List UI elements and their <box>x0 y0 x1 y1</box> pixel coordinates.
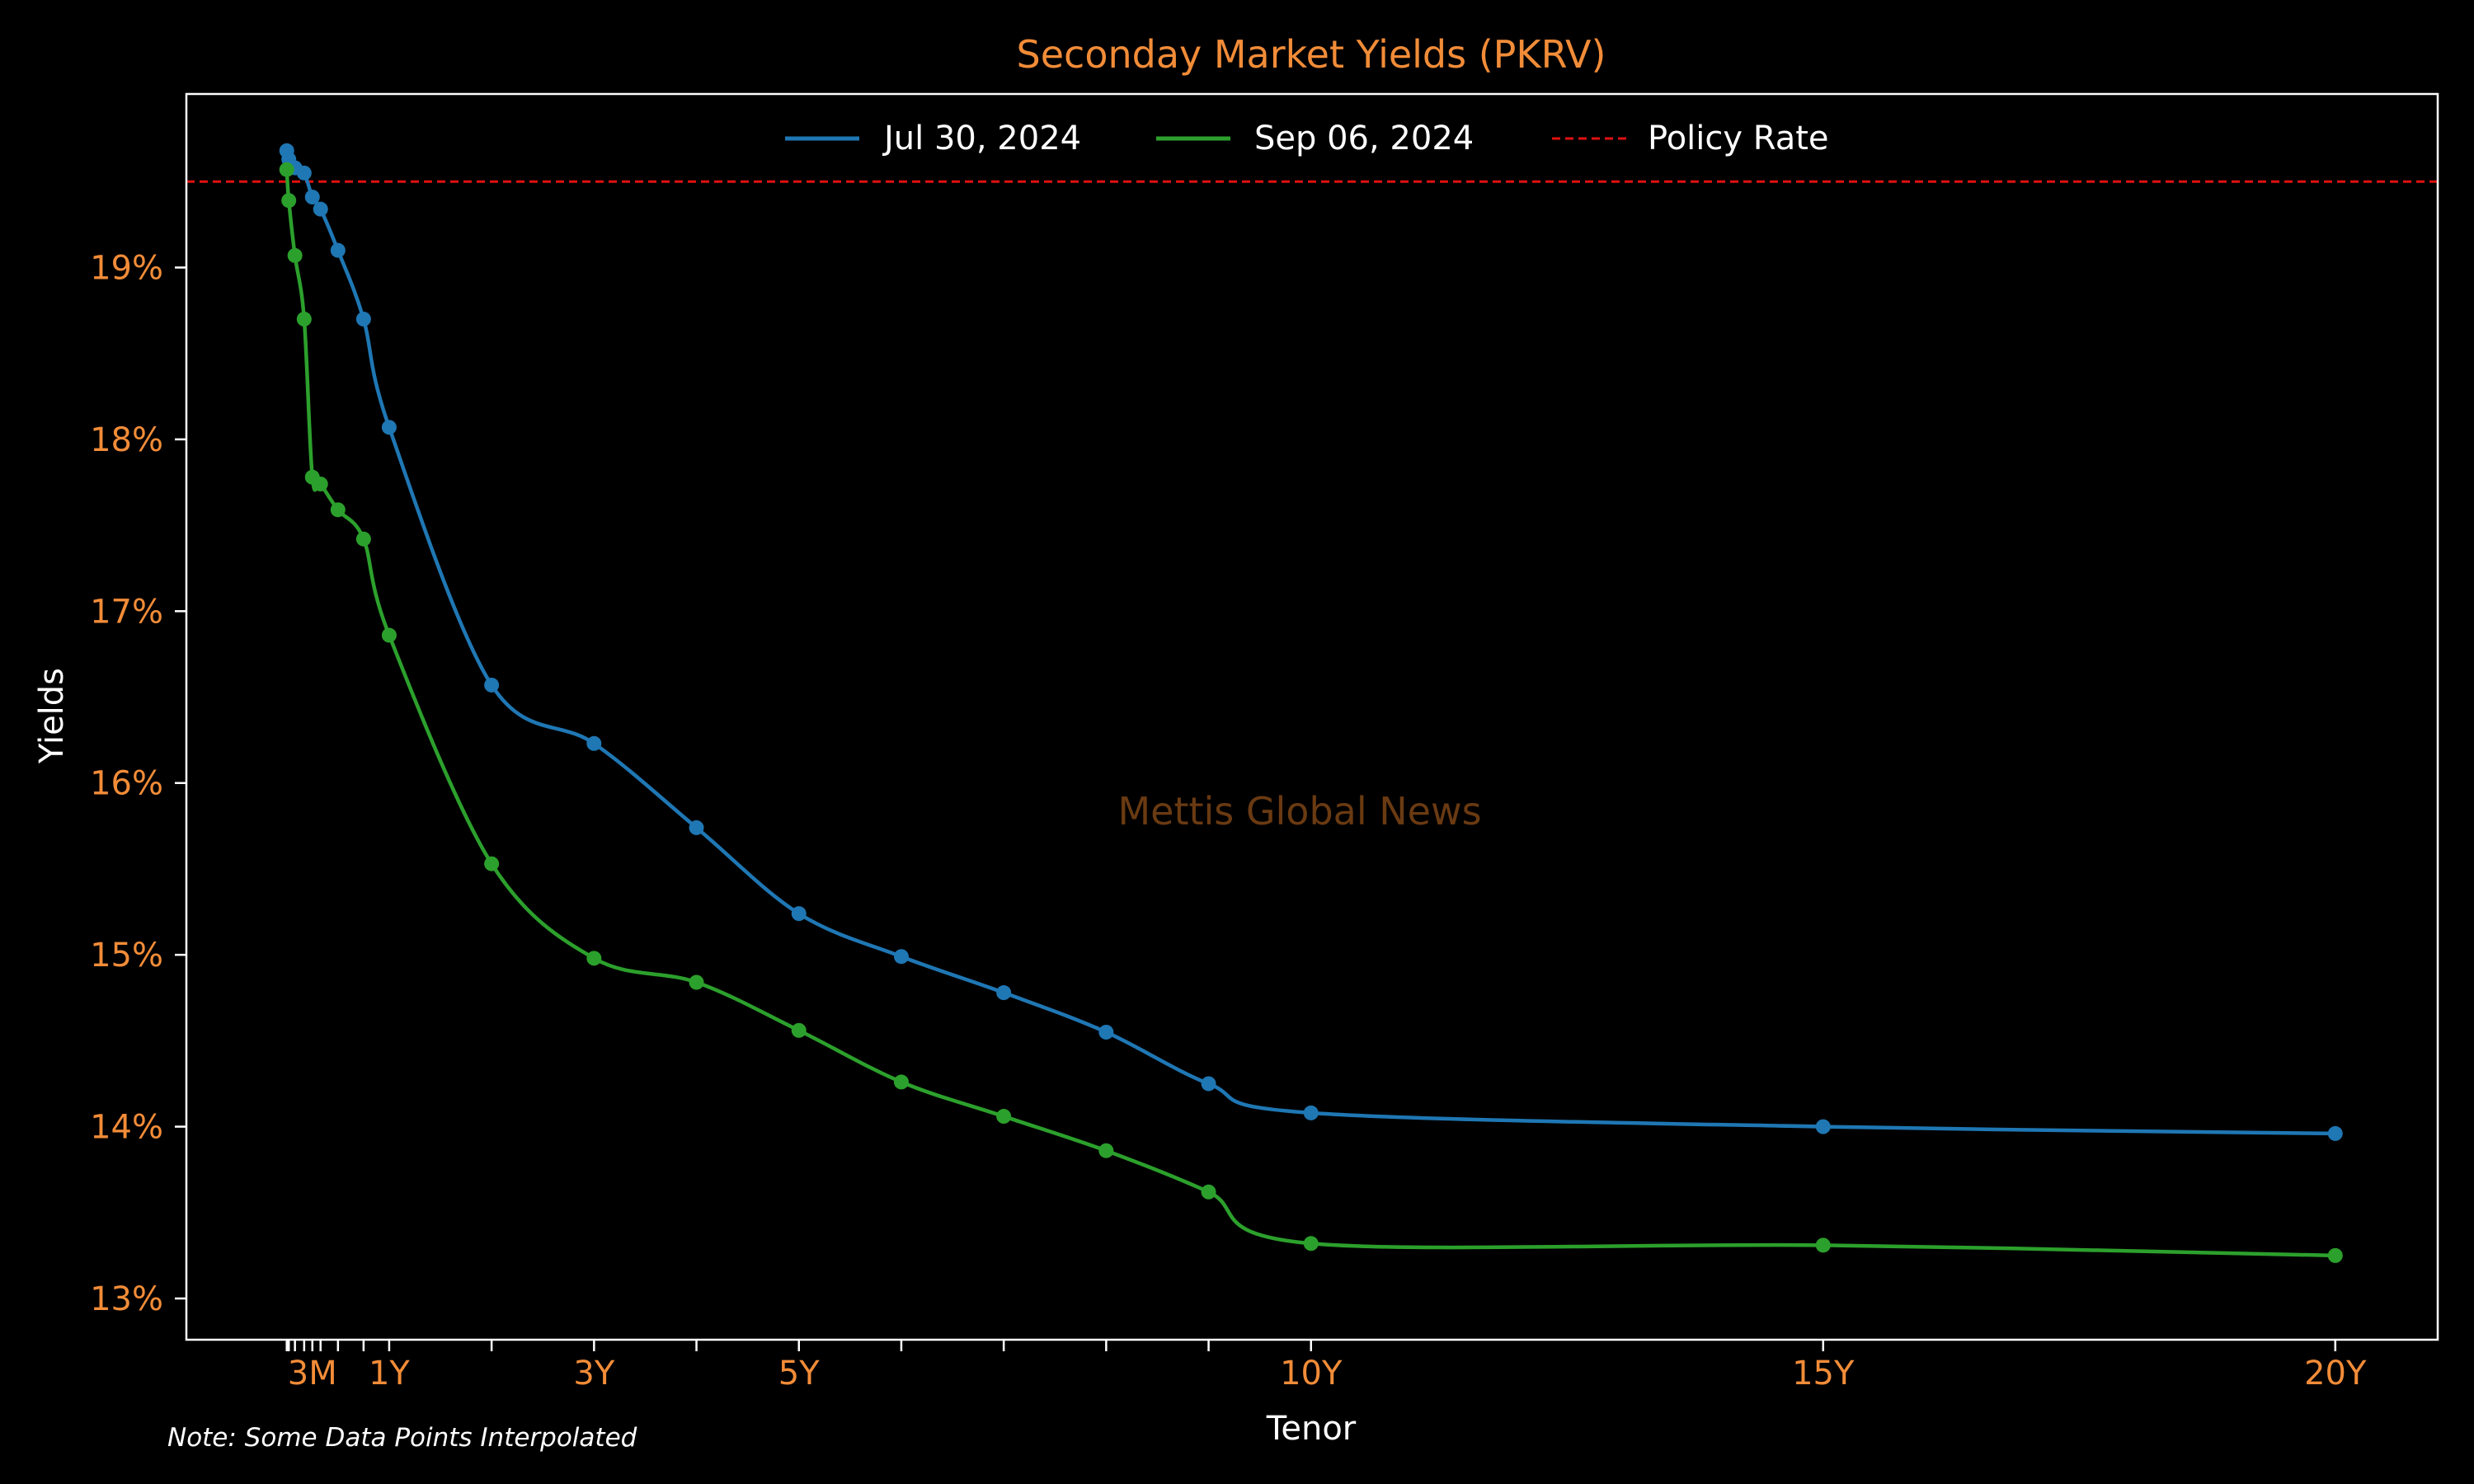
data-point-jul <box>381 420 397 435</box>
y-axis: 13% 14% 15% 16% 17% 18% 19% <box>90 249 186 1318</box>
data-point-jul <box>484 677 500 693</box>
y-axis-label: Yields <box>33 668 71 764</box>
x-tick-label: 3M <box>288 1355 337 1392</box>
y-tick-label: 14% <box>90 1109 163 1147</box>
x-tick-label: 3Y <box>573 1355 614 1392</box>
data-point-jul <box>586 735 602 751</box>
x-axis: 3M 1Y 3Y 5Y 10Y 15Y 20Y <box>285 1340 2367 1392</box>
data-point-jul <box>304 190 320 205</box>
interpolation-note: Note: Some Data Points Interpolated <box>167 1423 637 1453</box>
data-point-sep <box>1303 1236 1319 1252</box>
data-point-jul <box>1303 1105 1319 1120</box>
data-point-jul <box>893 949 909 965</box>
legend-label-jul: Jul 30, 2024 <box>882 120 1081 157</box>
data-point-sep <box>296 312 312 327</box>
data-point-jul <box>313 201 328 217</box>
data-point-jul <box>330 242 346 258</box>
y-tick-label: 17% <box>90 593 163 631</box>
data-point-sep <box>689 974 704 990</box>
data-point-sep <box>1815 1237 1831 1253</box>
data-point-jul <box>296 165 312 181</box>
legend-label-policy: Policy Rate <box>1648 120 1829 157</box>
data-point-sep <box>893 1074 909 1090</box>
x-tick-label: 10Y <box>1280 1355 1343 1392</box>
x-tick-label: 15Y <box>1792 1355 1855 1392</box>
data-point-sep <box>330 502 346 518</box>
data-point-sep <box>791 1022 807 1038</box>
x-tick-label: 20Y <box>2304 1355 2367 1392</box>
data-point-sep <box>586 951 602 966</box>
chart-title: Seconday Market Yields (PKRV) <box>1017 32 1606 77</box>
x-axis-label: Tenor <box>1266 1410 1357 1448</box>
legend: Jul 30, 2024 Sep 06, 2024 Policy Rate <box>785 120 1829 157</box>
plot-area <box>186 143 2438 1263</box>
data-point-sep <box>996 1109 1012 1125</box>
legend-label-sep: Sep 06, 2024 <box>1254 120 1474 157</box>
data-point-sep <box>484 856 500 871</box>
data-point-sep <box>355 531 371 547</box>
y-tick-label: 16% <box>90 765 163 803</box>
data-point-sep <box>287 247 303 263</box>
data-point-sep <box>281 193 297 209</box>
watermark-text: Mettis Global News <box>1117 789 1481 834</box>
data-point-sep <box>1098 1143 1114 1158</box>
data-point-jul <box>2327 1125 2343 1141</box>
data-point-sep <box>1201 1184 1216 1200</box>
y-tick-label: 19% <box>90 249 163 287</box>
x-tick-label: 5Y <box>778 1355 820 1392</box>
data-point-jul <box>791 906 807 922</box>
data-point-sep <box>313 477 328 492</box>
x-tick-label: 1Y <box>369 1355 410 1392</box>
data-point-sep <box>2327 1247 2343 1263</box>
y-tick-label: 18% <box>90 421 163 459</box>
data-point-jul <box>1098 1024 1114 1040</box>
data-point-jul <box>1815 1119 1831 1134</box>
data-point-sep <box>279 162 294 177</box>
data-point-jul <box>1201 1076 1216 1092</box>
data-point-jul <box>689 819 704 835</box>
y-tick-label: 15% <box>90 937 163 974</box>
y-tick-label: 13% <box>90 1280 163 1318</box>
data-point-jul <box>355 312 371 327</box>
data-point-sep <box>381 627 397 643</box>
data-point-jul <box>996 985 1012 1001</box>
